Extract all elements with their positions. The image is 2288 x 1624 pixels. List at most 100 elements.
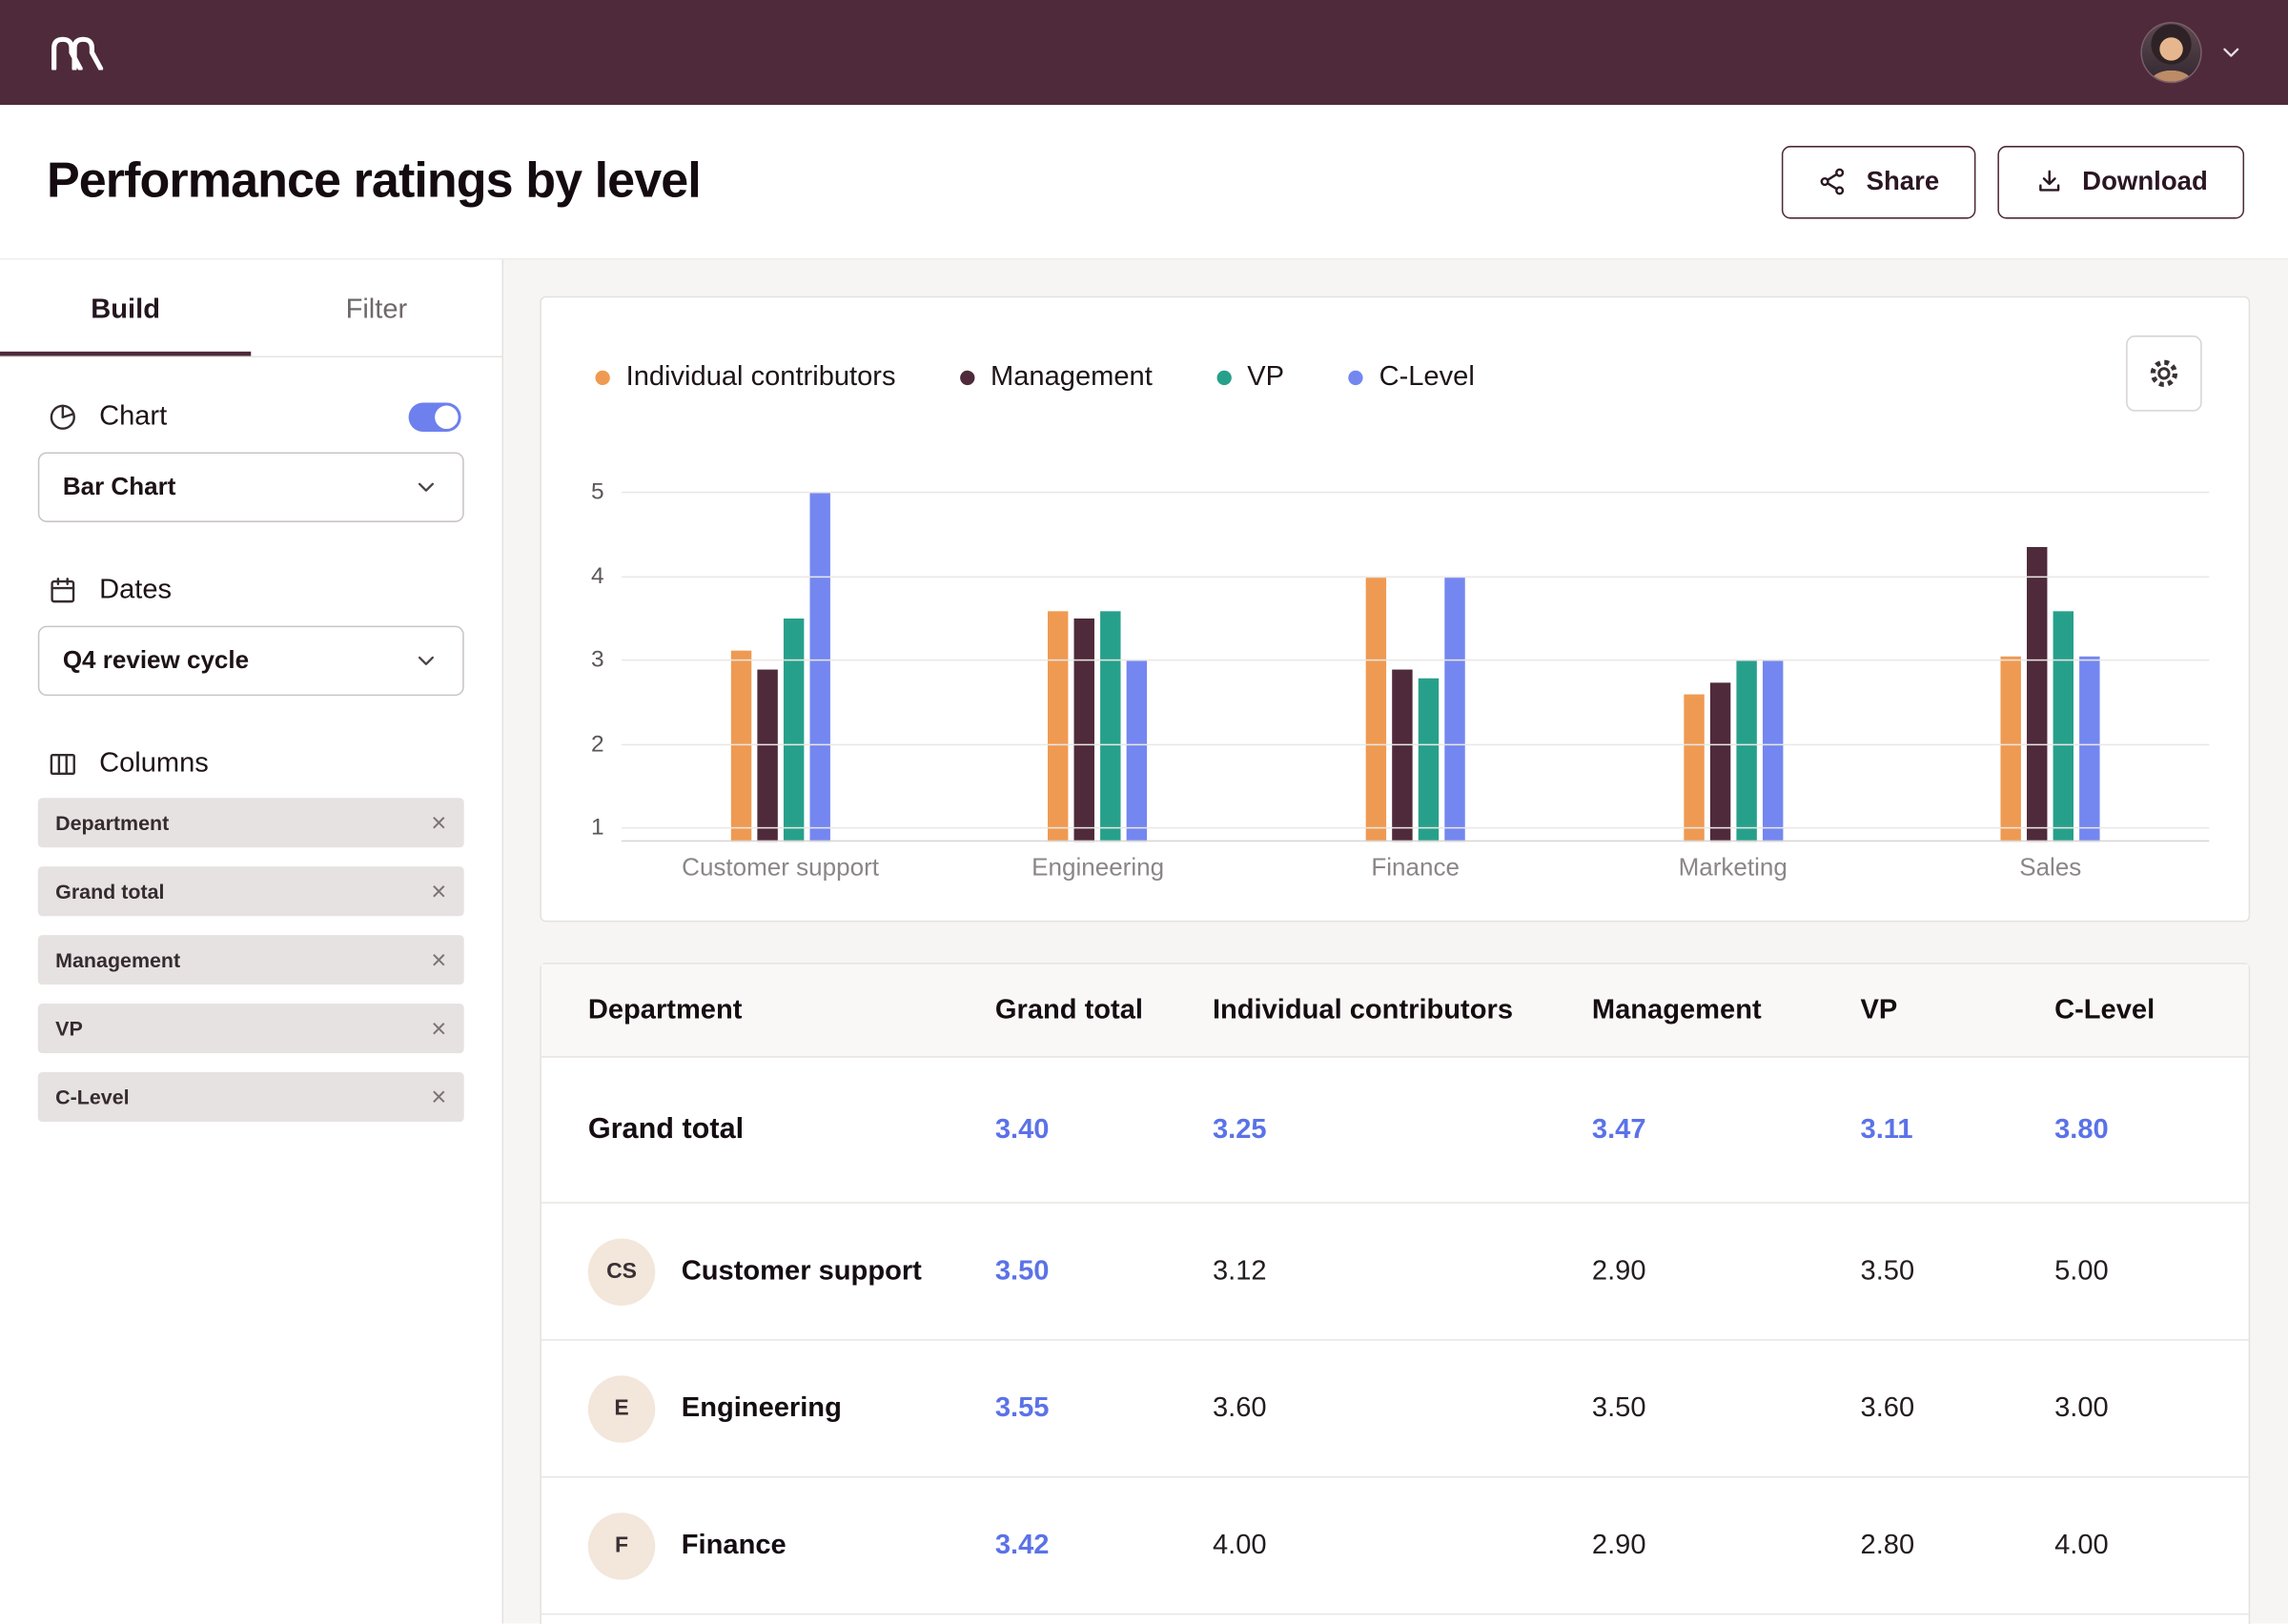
bar: [1683, 694, 1705, 842]
remove-icon[interactable]: ×: [431, 944, 447, 975]
table-row: F Finance 3.42 4.00 2.90 2.80 4.00: [541, 1478, 2249, 1615]
column-chip[interactable]: Department ×: [37, 798, 464, 848]
share-button[interactable]: Share: [1781, 145, 1976, 218]
bar: [1127, 660, 1148, 842]
table-row-partial: [541, 1614, 2249, 1624]
dates-select[interactable]: Q4 review cycle: [37, 625, 464, 697]
cell-value: 4.00: [1212, 1529, 1267, 1560]
chevron-down-icon: [418, 656, 434, 665]
bar: [757, 669, 778, 842]
legend-item[interactable]: C-Level: [1348, 361, 1475, 395]
x-axis-label: Sales: [2019, 853, 2082, 882]
column-chip[interactable]: Management ×: [37, 935, 464, 985]
build-sidebar: Build Filter Chart Bar Chart Dates: [0, 259, 504, 1624]
columns-icon: [50, 754, 75, 776]
account-menu-chevron-icon[interactable]: [2218, 39, 2245, 66]
bar: [1418, 678, 1440, 842]
x-axis-label: Customer support: [682, 853, 879, 882]
plot-gridline: 2: [591, 732, 2210, 757]
table-body: Grand total 3.40 3.25 3.47 3.11 3.80 CS Custome…: [541, 1058, 2249, 1615]
pie-chart-icon: [50, 404, 75, 430]
bar: [2079, 657, 2100, 842]
legend-item[interactable]: Individual contributors: [595, 362, 896, 395]
bar: [1365, 577, 1387, 842]
bar-group: [1911, 547, 2189, 842]
column-header: Department: [587, 994, 743, 1025]
chart-card: Individual contributors Management VP C-Lev…: [540, 295, 2251, 923]
table-row: CS Customer support 3.50 3.12 2.90 3.50 5.00: [541, 1204, 2249, 1341]
columns-section-label: Columns: [99, 748, 209, 780]
column-chip-label: C-Level: [55, 1085, 130, 1109]
bar: [2027, 547, 2048, 842]
x-axis-labels: Customer support Engineering Finance Market…: [622, 853, 2209, 883]
download-icon: [2039, 170, 2060, 192]
cell-value: 2.90: [1591, 1255, 1646, 1287]
bar: [2000, 657, 2022, 842]
plot-gridline: 5: [591, 480, 2210, 505]
remove-icon[interactable]: ×: [431, 807, 447, 838]
content-area: Build Filter Chart Bar Chart Dates: [0, 257, 2288, 1624]
legend-item[interactable]: VP: [1216, 362, 1284, 395]
row-name: Finance: [681, 1529, 786, 1560]
cell-value: 3.60: [1212, 1391, 1267, 1424]
bar: [1074, 619, 1095, 842]
column-chip[interactable]: VP ×: [37, 1004, 464, 1054]
chart-type-select[interactable]: Bar Chart: [37, 452, 464, 522]
rippling-logo-icon[interactable]: [50, 35, 105, 71]
cell-value: 3.55: [994, 1391, 1050, 1424]
chart-type-value: Bar Chart: [62, 472, 176, 500]
bar-group: [959, 610, 1236, 842]
chart-settings-button[interactable]: [2126, 335, 2202, 412]
legend-label: VP: [1247, 361, 1285, 393]
legend-label: Management: [991, 361, 1153, 393]
table-row: E Engineering 3.55 3.60 3.50 3.60 3.00: [541, 1341, 2249, 1478]
bar: [783, 619, 805, 842]
page-title: Performance ratings by level: [46, 152, 702, 209]
remove-icon[interactable]: ×: [431, 876, 447, 906]
column-header: Grand total: [994, 994, 1143, 1025]
cell-value: 3.25: [1212, 1113, 1267, 1145]
column-chip-label: VP: [55, 1016, 83, 1041]
bar: [1100, 610, 1122, 842]
legend-dot-icon: [1216, 370, 1232, 386]
table-row: Grand total 3.40 3.25 3.47 3.11 3.80: [541, 1058, 2249, 1204]
ratings-table: Department Grand total Individual contribu…: [540, 963, 2251, 1624]
column-chip[interactable]: C-Level ×: [37, 1071, 464, 1123]
download-button[interactable]: Download: [1997, 145, 2245, 218]
share-icon: [1820, 168, 1845, 195]
tab-build[interactable]: Build: [0, 259, 251, 355]
cell-value: 3.60: [1860, 1391, 1915, 1424]
y-tick-label: 5: [591, 479, 604, 505]
bar: [1444, 577, 1465, 842]
bar-group: [1277, 577, 1554, 842]
cell-value: 3.47: [1591, 1113, 1646, 1145]
legend-label: C-Level: [1379, 361, 1475, 393]
toggle-knob: [435, 405, 459, 429]
account-area: [2141, 23, 2245, 82]
column-header: VP: [1860, 994, 1898, 1025]
user-avatar[interactable]: [2141, 23, 2201, 82]
column-chip[interactable]: Grand total ×: [37, 866, 464, 917]
chart-toggle[interactable]: [408, 402, 461, 433]
cell-value: 3.00: [2054, 1391, 2109, 1424]
remove-icon[interactable]: ×: [431, 1013, 447, 1044]
x-axis-label: Engineering: [1032, 853, 1165, 882]
column-chips: Department × Grand total × Management × VP × C-L…: [37, 798, 464, 1123]
legend-dot-icon: [1348, 370, 1363, 386]
bar: [2053, 610, 2074, 842]
remove-icon[interactable]: ×: [431, 1082, 447, 1112]
tab-filter[interactable]: Filter: [345, 294, 408, 326]
cell-value: 5.00: [2054, 1255, 2109, 1287]
cell-value: 3.50: [1860, 1255, 1915, 1287]
y-tick-label: 2: [591, 732, 604, 758]
legend-dot-icon: [595, 370, 610, 386]
chart-section-header: Chart: [0, 401, 502, 434]
cell-value: 3.12: [1212, 1255, 1267, 1287]
x-axis-label: Marketing: [1678, 853, 1788, 882]
chart-legend: Individual contributors Management VP C-Lev…: [595, 362, 2248, 395]
bar-groups: [622, 493, 2209, 842]
cell-value: 2.90: [1591, 1529, 1646, 1560]
plot-gridline: 1: [591, 816, 2210, 841]
legend-item[interactable]: Management: [959, 361, 1153, 395]
y-tick-label: 3: [591, 647, 604, 673]
